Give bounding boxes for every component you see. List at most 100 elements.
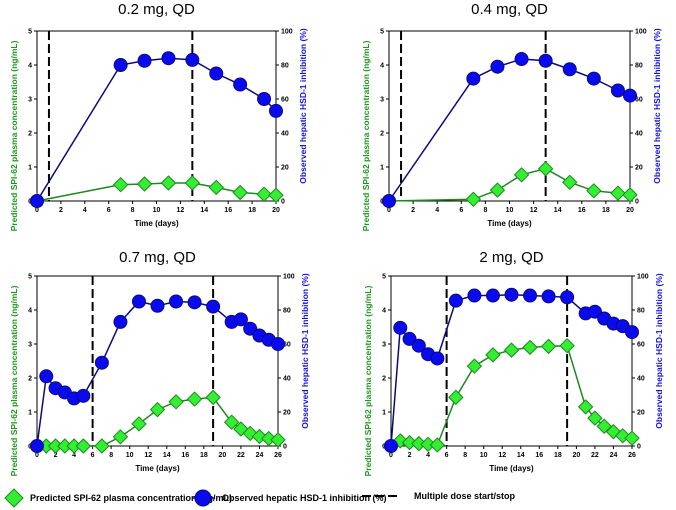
inhibition-point [411,338,426,353]
x-tick-label: 24 [610,452,618,459]
x-tick-label: 12 [144,452,152,459]
x-tick-label: 18 [602,207,610,214]
y-left-tick-label: 2 [382,376,386,383]
concentration-point [184,175,201,191]
y-right-tick-label: 80 [635,63,643,70]
concentration-point [577,399,594,415]
concentration-point [586,183,602,199]
concentration-point [587,410,603,426]
concentration-point [610,185,626,201]
concentration-point [160,175,177,191]
inhibition-point [514,52,529,67]
inhibition-point [76,388,91,403]
inhibition-point [30,439,44,453]
y-left-tick-label: 3 [380,97,384,104]
x-tick-label: 20 [272,207,280,214]
concentration-point [503,342,520,358]
x-tick-label: 10 [480,452,488,459]
inhibition-point [209,66,224,81]
y-right-tick-label: 0 [637,444,641,451]
y-left-tick-label: 1 [382,410,386,417]
inhibition-point [94,355,109,370]
x-tick-label: 4 [435,207,439,214]
y-left-tick-label: 5 [28,274,32,281]
y-right-tick-label: 0 [283,444,287,451]
x-tick-label: 18 [248,207,256,214]
y-right-tick-label: 100 [281,29,293,36]
inhibition-point [541,289,556,304]
inhibition-point [113,58,128,72]
concentration-point [223,414,240,430]
y-left-tick-label: 1 [28,410,32,417]
concentration-point [270,432,286,448]
inhibition-point [560,290,575,305]
y-left-tick-label: 2 [28,376,32,383]
x-tick-label: 12 [530,207,538,214]
x-tick-label: 16 [181,452,189,459]
x-axis-label: Time (days) [135,464,180,473]
x-axis-label: Time (days) [134,219,179,228]
inhibition-point [269,103,283,118]
inhibition-point [131,294,146,309]
concentration-point [401,434,418,451]
panel-title: 0.7 mg, QD [119,249,196,266]
concentration-point [489,182,506,198]
concentration-point [112,429,129,445]
x-tick-label: 6 [91,452,95,459]
inhibition-point [233,312,248,327]
inhibition-point [625,325,639,340]
panel-1: 0.2 mg, QD0 2 4 6 8 10 12 14 16 18 200123450204060… [9,1,308,231]
y-left-tick-label: 3 [382,342,386,349]
concentration-point [112,176,129,193]
plot-frame [36,30,277,202]
x-tick-label: 14 [517,452,525,459]
concentration-point [242,425,258,442]
x-tick-label: 14 [163,452,171,459]
y-left-axis-label: Predicted SPI-62 plasma concentration (n… [361,40,371,231]
panel-2: 0.4 mg, QD0 2 4 6 8 10 12 14 16 18 200123450204060… [361,1,662,231]
concentration-point [232,184,248,201]
y-right-tick-label: 60 [637,342,645,349]
y-left-tick-label: 5 [28,29,32,36]
concentration-point [624,430,640,446]
y-right-tick-label: 40 [635,131,643,138]
inhibition-point [137,53,152,68]
plot-frame [36,275,279,447]
y-right-axis-label: Observed hepatic HSD-1 inhibition (%) [654,273,664,429]
y-right-tick-label: 40 [637,376,645,383]
inhibition-point [467,288,482,303]
concentration-point [559,337,575,354]
concentration-point [256,186,272,202]
y-left-axis-label: Predicted SPI-62 plasma concentration (n… [9,285,19,476]
x-tick-label: 10 [153,207,161,214]
inhibition-point [538,53,553,68]
panel-title: 0.2 mg, QD [118,1,195,18]
x-tick-label: 20 [626,207,634,214]
concentration-point [131,416,147,432]
inhibition-point [39,369,54,384]
legend-green-label: Predicted SPI-62 plasma concentration (n… [30,493,232,503]
panel-4: 2 mg, QD0 2 4 6 8 10 12 14 16 18 20 22 24 26012345020… [363,249,664,476]
concentration-point [168,394,184,410]
panel-3: 0.7 mg, QD0 2 4 6 8 10 12 14 16 18 20 22 24 260123450… [9,249,310,476]
y-left-axis-label: Predicted SPI-62 plasma concentration (n… [9,40,19,231]
x-tick-label: 14 [200,207,208,214]
concentration-point [465,191,482,208]
concentration-point [448,389,464,406]
y-right-tick-label: 80 [281,63,289,70]
y-left-tick-label: 5 [380,29,384,36]
x-tick-label: 2 [411,207,415,214]
inhibition-point [490,59,505,74]
y-right-tick-label: 80 [283,308,291,315]
concentration-point [485,347,501,363]
x-tick-label: 0 [389,452,393,459]
x-tick-label: 2 [408,452,412,459]
inhibition-point [382,194,396,208]
inhibition-point [185,52,200,67]
y-right-axis-label: Observed hepatic HSD-1 inhibition (%) [300,273,310,429]
y-left-axis-label: Predicted SPI-62 plasma concentration (n… [363,285,373,476]
inhibition-point [448,293,463,308]
inhibition-point [384,439,398,453]
y-left-tick-label: 2 [28,131,32,138]
plot-frame [388,30,631,202]
